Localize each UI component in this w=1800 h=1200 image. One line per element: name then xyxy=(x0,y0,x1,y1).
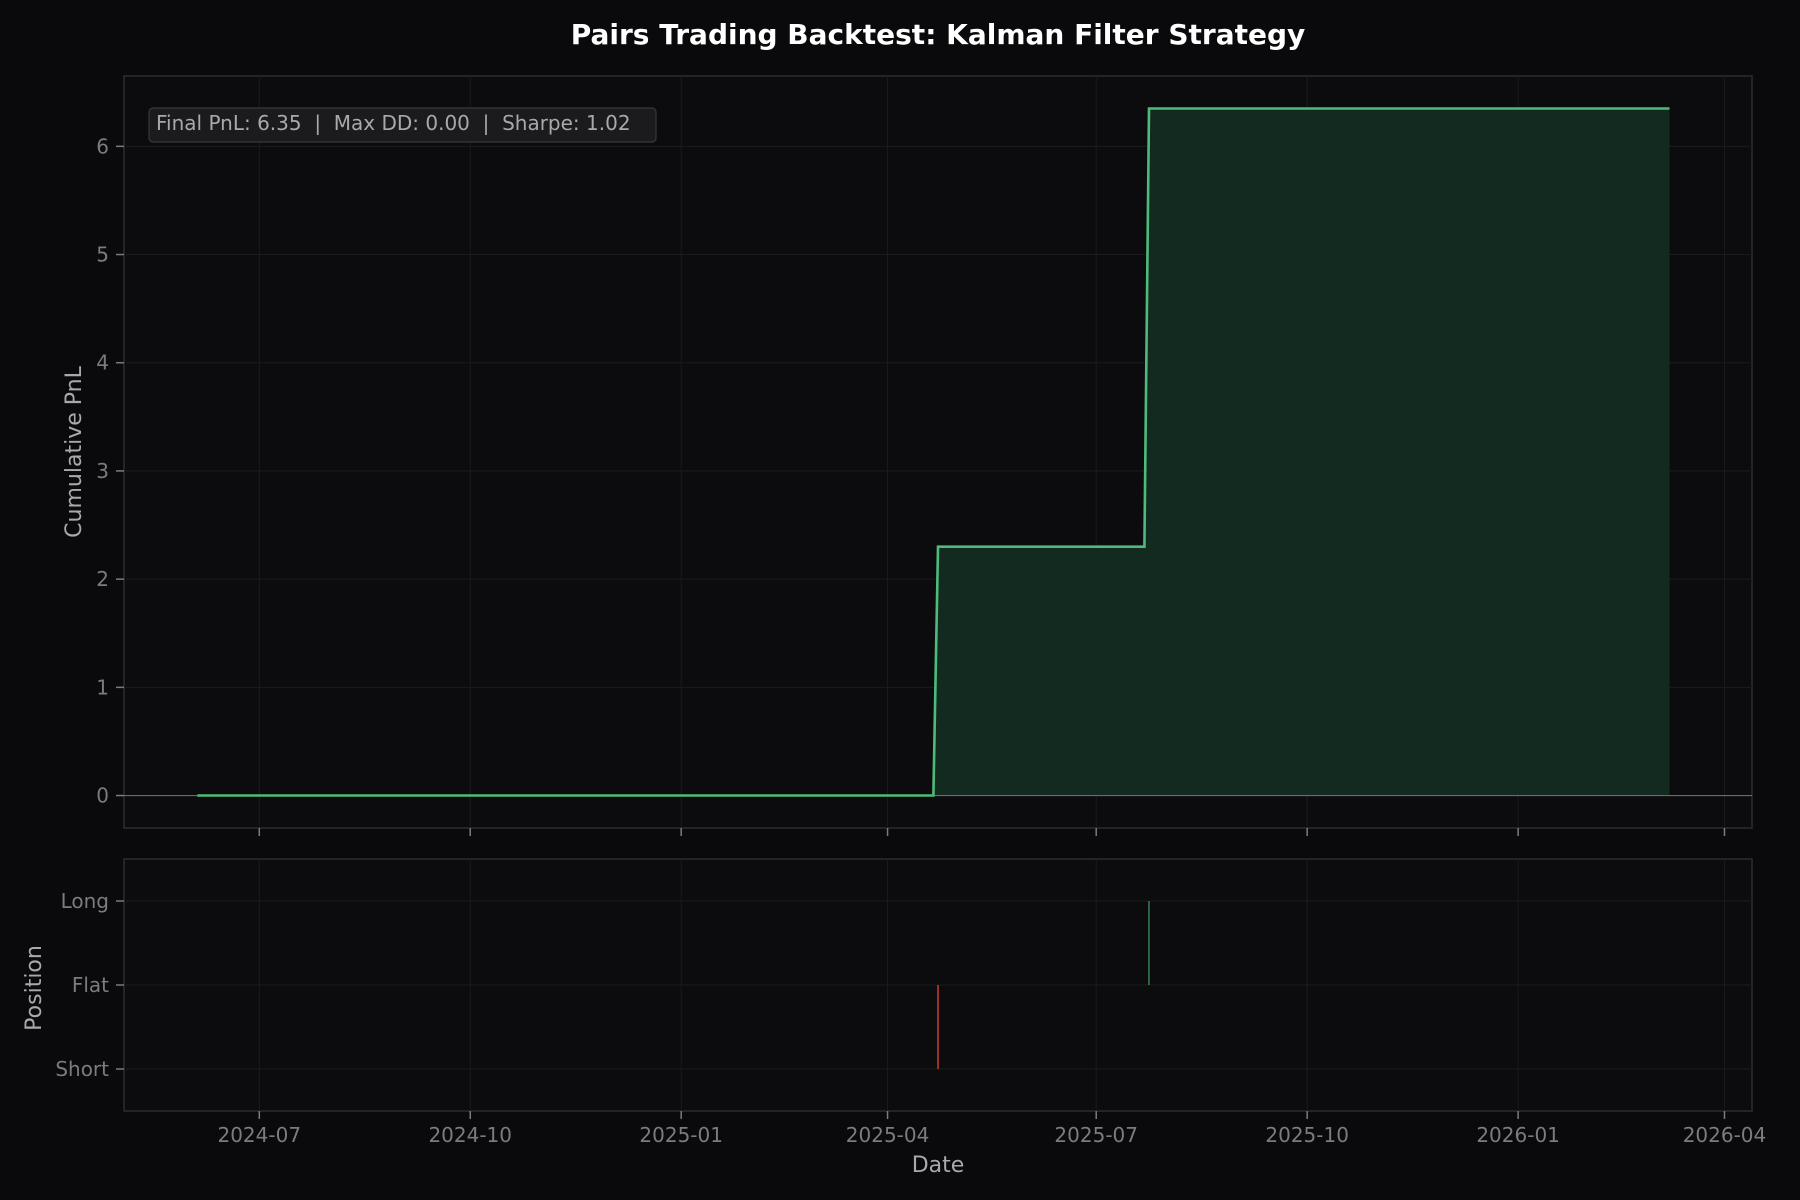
pnl-y-axis-label: Cumulative PnL xyxy=(62,365,87,537)
pnl-y-tick-label: 6 xyxy=(96,134,109,158)
position-y-tick-label: Long xyxy=(61,889,109,913)
x-tick-label: 2025-01 xyxy=(639,1123,723,1147)
pnl-y-tick-label: 1 xyxy=(96,675,109,699)
pnl-y-tick-label: 0 xyxy=(96,784,109,808)
position-y-tick-label: Flat xyxy=(72,973,109,997)
x-tick-label: 2024-07 xyxy=(217,1123,301,1147)
x-tick-label: 2026-04 xyxy=(1683,1123,1767,1147)
position-y-axis-label: Position xyxy=(22,945,47,1031)
x-tick-label: 2024-10 xyxy=(428,1123,512,1147)
stats-annotation-box xyxy=(148,107,657,143)
position-panel: Short Flat Long 2024-07 2024-10 2025-01 2025-… xyxy=(22,858,1766,1178)
position-x-ticks: 2024-07 2024-10 2025-01 2025-04 2025-07 2025-… xyxy=(217,1111,1766,1147)
position-series xyxy=(937,901,1150,1069)
pnl-y-tick-label: 2 xyxy=(96,567,109,591)
x-tick-label: 2025-04 xyxy=(846,1123,930,1147)
pnl-y-tick-label: 5 xyxy=(96,243,109,267)
position-y-tick-label: Short xyxy=(55,1057,109,1081)
x-axis-label: Date xyxy=(912,1153,965,1178)
stats-annotation: Final PnL: 6.35 | Max DD: 0.00 | Sharpe:… xyxy=(148,107,657,143)
position-y-ticks: Short Flat Long xyxy=(55,889,124,1081)
x-tick-label: 2025-07 xyxy=(1054,1123,1138,1147)
pnl-line xyxy=(197,107,1670,797)
chart-title: Pairs Trading Backtest: Kalman Filter St… xyxy=(571,18,1306,51)
pnl-y-ticks: 0 1 2 3 4 5 6 xyxy=(96,134,124,808)
pnl-y-tick-label: 4 xyxy=(96,351,109,375)
pnl-series xyxy=(124,107,1752,797)
pnl-fill-area xyxy=(197,108,1670,796)
pnl-panel: 0 1 2 3 4 5 6 Cumulative PnL Final PnL: 6.35 |… xyxy=(62,75,1753,836)
pnl-x-tick-marks xyxy=(258,828,1726,836)
x-tick-label: 2026-01 xyxy=(1476,1123,1560,1147)
pnl-y-tick-label: 3 xyxy=(96,459,109,483)
x-tick-label: 2025-10 xyxy=(1265,1123,1349,1147)
stats-annotation-text: Final PnL: 6.35 | Max DD: 0.00 | Sharpe:… xyxy=(156,111,631,135)
